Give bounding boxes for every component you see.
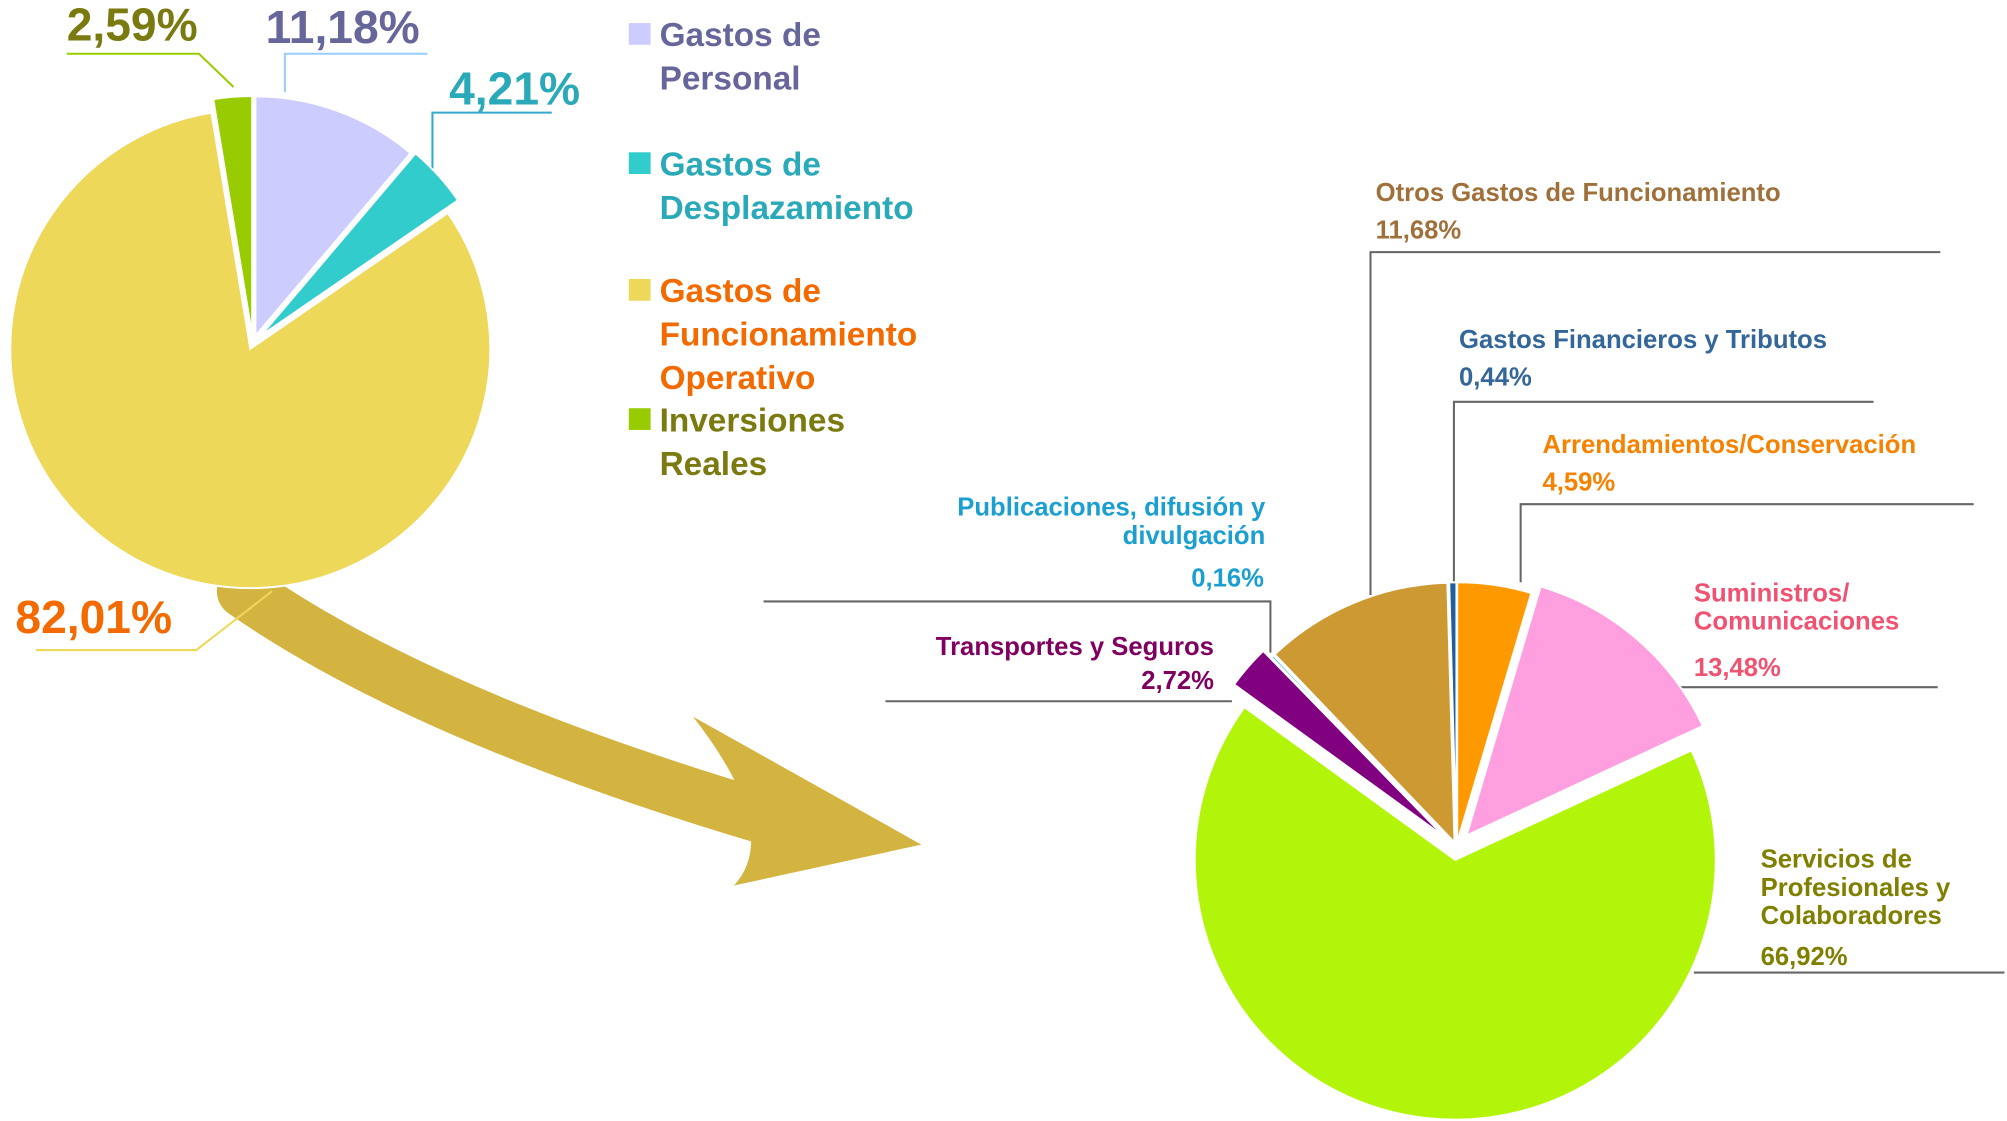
legend-label: Gastos de Personal [659, 15, 821, 98]
value-label: 4,59% [1542, 469, 1615, 497]
leader-lines [35, 52, 2005, 974]
legend-label: Gastos de Desplazamiento [659, 144, 914, 227]
slice-name-box: Gastos Financieros y Tributos [1459, 326, 1828, 355]
slice-name-box: Publicaciones, difusión y divulgación [957, 493, 1266, 551]
value-label: 0,44% [1459, 364, 1532, 392]
arrow [216, 564, 922, 886]
value-label: 2,72% [1141, 667, 1214, 695]
slice-name: Gastos Financieros y Tributos [1459, 326, 1828, 355]
legend-label: Gastos de Funcionamiento Operativo [659, 271, 918, 397]
slice-name: Arrendamientos/Conservación [1542, 431, 1917, 460]
slice-name: Transportes y Seguros [935, 633, 1214, 662]
pie-slice [1193, 705, 1717, 1121]
legend-swatch [628, 278, 651, 301]
pie-slice [1465, 585, 1705, 838]
slice-name-box: Transportes y Seguros [935, 633, 1214, 662]
slice-name-box: Otros Gastos de Funcionamiento [1375, 179, 1781, 208]
legend-label-box: Gastos de Funcionamiento Operativo [659, 271, 918, 397]
slice-name: Suministros/ Comunicaciones [1693, 579, 1900, 637]
legend-swatch [628, 152, 651, 175]
slice-name: Publicaciones, difusión y divulgación [957, 493, 1266, 551]
legend-label: Inversiones Reales [659, 400, 846, 483]
pie-slice [1232, 649, 1446, 838]
value-label: 82,01% [15, 591, 172, 643]
value-label: 13,48% [1694, 654, 1781, 682]
legend-label-box: Inversiones Reales [659, 400, 846, 483]
legend-label-box: Gastos de Personal [659, 15, 821, 98]
slice-name-box: Servicios de Profesionales y Colaborador… [1760, 845, 1951, 931]
pie-slice [1269, 654, 1454, 845]
slice-name: Otros Gastos de Funcionamiento [1375, 179, 1781, 208]
legend-label-box: Gastos de Desplazamiento [659, 144, 914, 227]
pie-slice [1273, 581, 1456, 845]
slice-name-box: Suministros/ Comunicaciones [1693, 579, 1900, 637]
value-label: 4,21% [449, 62, 580, 114]
value-label: 11,18% [266, 1, 420, 53]
value-label: 0,16% [1191, 564, 1264, 592]
legend-swatch [628, 408, 651, 430]
value-label: 66,92% [1761, 943, 1848, 971]
legend-swatch [628, 23, 651, 45]
slice-name: Servicios de Profesionales y Colaborador… [1760, 845, 1951, 931]
value-label: 2,59% [67, 0, 198, 50]
pie-slice [1448, 581, 1458, 843]
value-label: 11,68% [1376, 216, 1462, 244]
pie-slice [254, 95, 412, 339]
pie-slice [259, 152, 460, 337]
pie-slice [212, 95, 254, 336]
pie-slice [9, 111, 492, 590]
slice-name-box: Arrendamientos/Conservación [1542, 431, 1917, 460]
